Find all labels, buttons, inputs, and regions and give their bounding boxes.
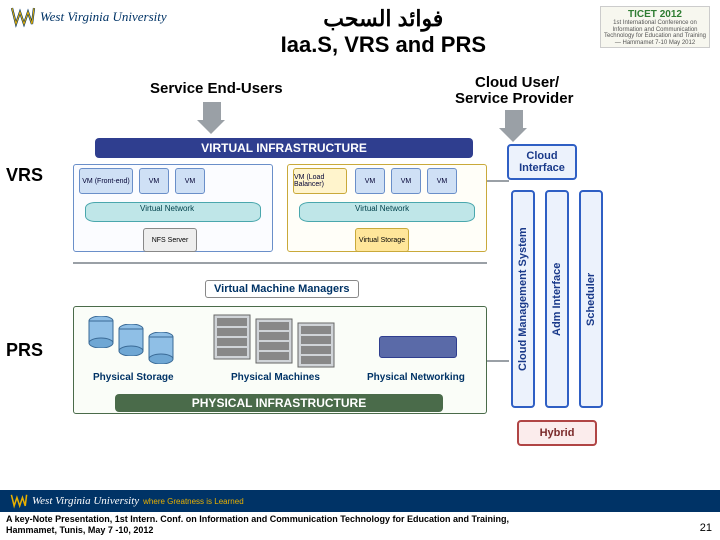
footer-bar: West Virginia University where Greatness… [0, 490, 720, 512]
vm-frontend: VM (Front-end) [79, 168, 133, 194]
arrow-icon [197, 120, 225, 134]
footer-line1: A key-Note Presentation, 1st Intern. Con… [6, 514, 509, 524]
side-label-prs: PRS [6, 340, 43, 361]
connector [487, 360, 509, 362]
vm-box: VM [355, 168, 385, 194]
footer-tagline: where Greatness is Learned [143, 497, 244, 506]
nfs-server: NFS Server [143, 228, 197, 252]
vn-label: Virtual Network [140, 204, 194, 213]
scheduler-box: Scheduler [579, 190, 603, 408]
arrow-icon [505, 110, 523, 128]
arrow-icon [203, 102, 221, 120]
vn-label: Virtual Network [355, 204, 409, 213]
footer-line2: Hammamet, Tunis, May 7 -10, 2012 [6, 525, 153, 535]
wvu-text: West Virginia University [40, 9, 167, 25]
vm-box: VM [175, 168, 205, 194]
banner-virtual: VIRTUAL INFRASTRUCTURE [95, 138, 473, 158]
wvu-logo: West Virginia University [10, 6, 167, 28]
conf-code: TICET 2012 [603, 9, 707, 20]
header: West Virginia University فوائد السحب Iaa… [0, 0, 720, 60]
label-physical-networking: Physical Networking [367, 372, 465, 383]
title-block: فوائد السحب Iaa.S, VRS and PRS [167, 6, 600, 58]
vm-box: VM [391, 168, 421, 194]
side-label-vrs: VRS [6, 165, 43, 186]
virtual-storage: Virtual Storage [355, 228, 409, 252]
label-physical-storage: Physical Storage [93, 372, 174, 383]
connector [73, 262, 487, 264]
server-icon [213, 314, 251, 360]
hybrid-box: Hybrid [517, 420, 597, 446]
vm-load-balancer: VM (Load Balancer) [293, 168, 347, 194]
wv-mark-icon [10, 6, 36, 28]
banner-physical: PHYSICAL INFRASTRUCTURE [115, 394, 443, 412]
conf-sub: 1st International Conference on Informat… [603, 20, 707, 46]
wv-mark-icon [10, 493, 28, 509]
page-number: 21 [700, 522, 712, 534]
network-switch-icon [379, 336, 457, 358]
storage-cylinder-icon [117, 324, 145, 356]
footer-wvu: West Virginia University [32, 495, 139, 507]
server-icon [255, 318, 293, 364]
footer-text: A key-Note Presentation, 1st Intern. Con… [6, 514, 686, 536]
cms-box: Cloud Management System [511, 190, 535, 408]
architecture-diagram: Service End-Users Cloud User/ Service Pr… [55, 80, 665, 475]
title-english: Iaa.S, VRS and PRS [167, 32, 600, 58]
server-icon [297, 322, 335, 368]
conference-badge: TICET 2012 1st International Conference … [600, 6, 710, 48]
connector [487, 180, 509, 182]
vm-box: VM [139, 168, 169, 194]
storage-cylinder-icon [147, 332, 175, 364]
label-physical-machines: Physical Machines [231, 372, 320, 383]
footer-logo: West Virginia University where Greatness… [0, 491, 244, 511]
label-provider: Service Provider [455, 90, 573, 107]
banner-vmm: Virtual Machine Managers [205, 280, 359, 298]
arrow-icon [499, 128, 527, 142]
storage-cylinder-icon [87, 316, 115, 348]
vm-box: VM [427, 168, 457, 194]
adm-interface-box: Adm Interface [545, 190, 569, 408]
title-arabic: فوائد السحب [167, 6, 600, 32]
label-cloud-user: Cloud User/ [475, 74, 559, 91]
label-end-users: Service End-Users [150, 80, 283, 97]
cloud-interface-box: Cloud Interface [507, 144, 577, 180]
